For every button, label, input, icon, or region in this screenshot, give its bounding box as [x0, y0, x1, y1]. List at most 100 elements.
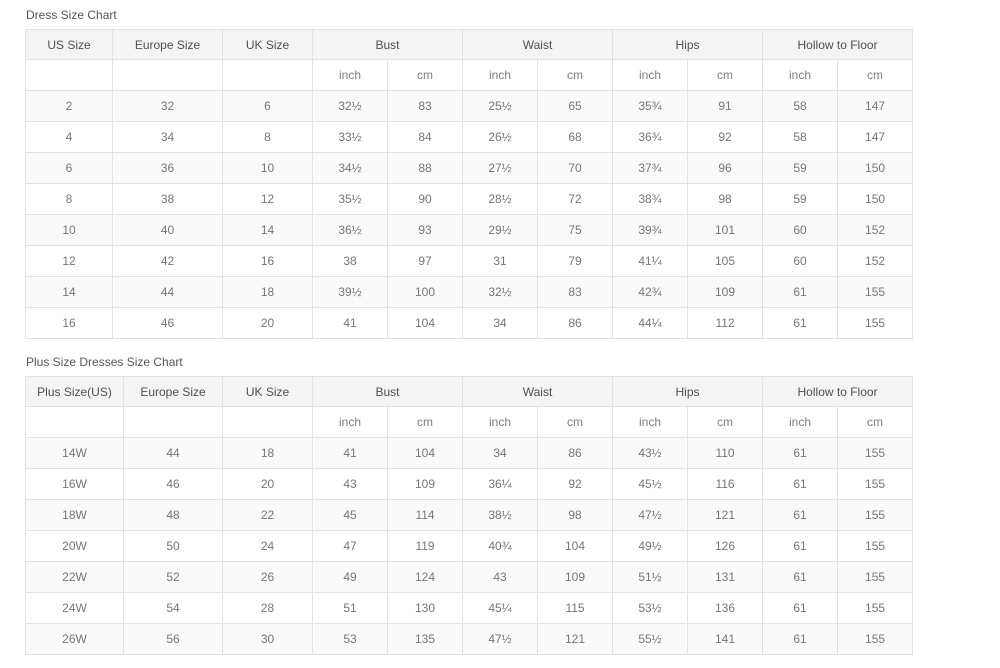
table-cell: 53 — [312, 623, 388, 655]
table-cell: 109 — [687, 276, 764, 308]
table-cell: 28½ — [462, 183, 539, 215]
table-cell: 36 — [112, 152, 223, 184]
table-cell: 8 — [222, 121, 313, 153]
column-header-uk-size: UK Size — [222, 376, 313, 407]
table-cell: 41¼ — [612, 245, 689, 277]
table-cell: 20 — [222, 307, 313, 339]
table-cell: 61 — [762, 437, 839, 469]
unit-header-empty — [25, 406, 124, 438]
dress-size-chart-section: Dress Size Chart US Size Europe Size UK Si… — [25, 8, 1000, 339]
table-cell: 25½ — [462, 90, 539, 122]
table-cell: 27½ — [462, 152, 539, 184]
table-cell: 4 — [25, 121, 113, 153]
table-cell: 155 — [837, 592, 914, 624]
table-cell: 30 — [222, 623, 313, 655]
unit-header-row: inch cm inch cm inch cm inch cm — [25, 406, 914, 438]
table-cell: 60 — [762, 245, 839, 277]
table-cell: 6 — [25, 152, 113, 184]
table-cell: 12 — [25, 245, 113, 277]
table-cell: 33½ — [312, 121, 388, 153]
table-cell: 14 — [25, 276, 113, 308]
table-cell: 152 — [837, 245, 914, 277]
table-cell: 135 — [386, 623, 464, 655]
unit-header-cm: cm — [537, 59, 614, 91]
table-row: 8 38 12 35½ 90 28½ 72 38¾ 98 59 150 — [25, 183, 914, 215]
table-cell: 116 — [687, 468, 764, 500]
table-row: 24W 54 28 51 130 45¼ 115 53½ 136 61 155 — [25, 592, 914, 624]
table-cell: 26½ — [462, 121, 539, 153]
table-cell: 47½ — [612, 499, 689, 531]
table-cell: 40 — [112, 214, 223, 246]
table-row: 16W 46 20 43 109 36¼ 92 45½ 116 61 155 — [25, 468, 914, 500]
table-cell: 150 — [837, 152, 914, 184]
unit-header-inch: inch — [312, 406, 388, 438]
table-cell: 88 — [386, 152, 464, 184]
table-cell: 26 — [222, 561, 313, 593]
column-header-waist: Waist — [462, 376, 614, 407]
unit-header-inch: inch — [462, 406, 539, 438]
table-cell: 155 — [837, 623, 914, 655]
column-header-hollow-to-floor: Hollow to Floor — [762, 29, 914, 60]
table-cell: 109 — [537, 561, 614, 593]
unit-header-empty — [112, 59, 223, 91]
table-cell: 32 — [112, 90, 223, 122]
unit-header-cm: cm — [837, 406, 914, 438]
table-cell: 39½ — [312, 276, 388, 308]
table-cell: 101 — [687, 214, 764, 246]
table-cell: 35½ — [312, 183, 388, 215]
unit-header-cm: cm — [386, 59, 464, 91]
table-cell: 40¾ — [462, 530, 539, 562]
table-cell: 36¼ — [462, 468, 539, 500]
table-cell: 46 — [112, 307, 223, 339]
table-cell: 121 — [537, 623, 614, 655]
table-cell: 86 — [537, 307, 614, 339]
table-cell: 51½ — [612, 561, 689, 593]
table-cell: 34½ — [312, 152, 388, 184]
table-cell: 61 — [762, 307, 839, 339]
table-cell: 50 — [123, 530, 223, 562]
table-cell: 70 — [537, 152, 614, 184]
table-cell: 34 — [462, 307, 539, 339]
table-cell: 155 — [837, 437, 914, 469]
unit-header-empty — [222, 59, 313, 91]
table-cell: 56 — [123, 623, 223, 655]
table-row: 14W 44 18 41 104 34 86 43½ 110 61 155 — [25, 437, 914, 469]
table-cell: 29½ — [462, 214, 539, 246]
table-cell: 18W — [25, 499, 124, 531]
table-cell: 47 — [312, 530, 388, 562]
table-cell: 83 — [537, 276, 614, 308]
table-cell: 10 — [222, 152, 313, 184]
table-cell: 61 — [762, 623, 839, 655]
unit-header-inch: inch — [762, 59, 839, 91]
table-cell: 155 — [837, 499, 914, 531]
table-cell: 155 — [837, 468, 914, 500]
table-cell: 72 — [537, 183, 614, 215]
table-cell: 43 — [312, 468, 388, 500]
table-cell: 8 — [25, 183, 113, 215]
column-header-hips: Hips — [612, 376, 764, 407]
table-cell: 97 — [386, 245, 464, 277]
table-cell: 16 — [222, 245, 313, 277]
table-cell: 53½ — [612, 592, 689, 624]
table-cell: 32½ — [312, 90, 388, 122]
table-cell: 90 — [386, 183, 464, 215]
table-cell: 36¾ — [612, 121, 689, 153]
column-header-row: Plus Size(US) Europe Size UK Size Bust Waist… — [25, 376, 914, 407]
table-cell: 46 — [123, 468, 223, 500]
unit-header-inch: inch — [612, 59, 689, 91]
table-cell: 38 — [112, 183, 223, 215]
table-cell: 24W — [25, 592, 124, 624]
column-header-hollow-to-floor: Hollow to Floor — [762, 376, 914, 407]
table-cell: 43 — [462, 561, 539, 593]
column-header-us-size: US Size — [25, 29, 113, 60]
plus-size-chart-table: Plus Size(US) Europe Size UK Size Bust Waist… — [25, 376, 914, 655]
table-cell: 126 — [687, 530, 764, 562]
table-cell: 49 — [312, 561, 388, 593]
table-cell: 47½ — [462, 623, 539, 655]
table-cell: 2 — [25, 90, 113, 122]
table-cell: 34 — [112, 121, 223, 153]
table-row: 14 44 18 39½ 100 32½ 83 42¾ 109 61 155 — [25, 276, 914, 308]
plus-size-chart-section: Plus Size Dresses Size Chart Plus Size(U… — [25, 355, 1000, 655]
table-cell: 61 — [762, 561, 839, 593]
unit-header-row: inch cm inch cm inch cm inch cm — [25, 59, 914, 91]
